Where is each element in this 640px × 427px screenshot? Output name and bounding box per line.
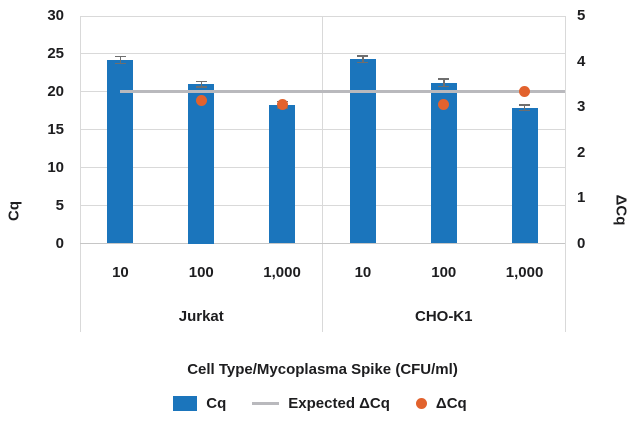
x-axis-tick-label: 100 — [188, 264, 214, 281]
error-bar-stem — [362, 56, 364, 62]
legend-label-delta-cq: ΔCq — [435, 395, 467, 412]
bar-cq — [269, 104, 296, 244]
error-bar-cap — [438, 78, 450, 80]
error-bar-cap — [114, 62, 126, 65]
y-axis-left-tick-label: 0 — [55, 234, 64, 252]
bar-cq — [107, 59, 134, 244]
x-axis-group-label: CHO-K1 — [414, 308, 473, 325]
error-bar-cap — [357, 55, 369, 57]
x-axis-tick-label: 100 — [431, 264, 457, 281]
y-axis-left-tick-label: 20 — [47, 82, 64, 100]
y-axis-right-tick-label: 5 — [577, 7, 586, 24]
legend-label-expected-delta-cq: Expected ΔCq — [288, 395, 390, 412]
x-axis-line — [80, 242, 565, 245]
legend-label-cq: Cq — [206, 395, 227, 412]
delta-cq-marker — [438, 99, 450, 111]
delta-cq-marker — [276, 99, 288, 111]
expected-delta-cq-line-swatch — [252, 402, 280, 405]
y-axis-left-tick-label: 25 — [47, 44, 64, 62]
y-axis-right-tick-label: 4 — [577, 52, 586, 70]
error-bar-stem — [443, 79, 445, 86]
delta-cq-dot-swatch — [415, 398, 427, 409]
category-separator — [322, 16, 323, 332]
delta-cq-marker — [195, 94, 207, 106]
legend: Cq Expected ΔCq ΔCq — [0, 395, 640, 412]
y-axis-right-tick-label: 1 — [577, 189, 586, 206]
x-axis-tick-label: 10 — [354, 264, 372, 281]
category-separator — [79, 16, 81, 332]
bar-cq — [511, 107, 538, 244]
legend-item-expected-delta-cq: Expected ΔCq — [252, 395, 390, 412]
legend-item-cq: Cq — [173, 395, 226, 412]
error-bar-cap — [195, 80, 207, 83]
left-axis-title: Cq — [5, 201, 23, 221]
y-axis-left-tick-label: 15 — [47, 120, 64, 138]
y-axis-right-tick-label: 3 — [577, 98, 586, 115]
x-axis-tick-label: 1,000 — [263, 264, 301, 281]
right-axis-title: ΔCq — [612, 194, 630, 226]
y-axis-left-tick-label: 30 — [47, 7, 64, 24]
delta-cq-marker — [519, 85, 531, 97]
error-bar-stem — [523, 105, 526, 110]
bar-cq — [188, 84, 215, 244]
x-axis-title: Cell Type/Mycoplasma Spike (CFU/ml) — [187, 361, 458, 378]
y-axis-right-tick-label: 0 — [577, 234, 586, 252]
error-bar-cap — [519, 104, 531, 106]
y-axis-right-tick-label: 2 — [577, 143, 586, 161]
error-bar-stem — [200, 82, 202, 87]
x-axis-group-label: Jurkat — [178, 308, 224, 325]
error-bar-cap — [519, 109, 531, 112]
y-axis-left-tick-label: 5 — [55, 196, 64, 214]
error-bar-cap — [114, 55, 126, 58]
bar-cq — [349, 59, 376, 244]
cq-bar-swatch — [173, 396, 198, 411]
error-bar-cap — [438, 85, 450, 88]
y-axis-left-tick-label: 10 — [47, 158, 64, 176]
category-separator — [564, 16, 566, 332]
legend-item-delta-cq: ΔCq — [415, 395, 467, 412]
expected-delta-cq-line — [120, 90, 565, 94]
error-bar-cap — [195, 86, 207, 88]
error-bar-stem — [119, 57, 122, 63]
x-axis-tick-label: 1,000 — [505, 264, 544, 281]
error-bar-cap — [357, 61, 369, 64]
x-axis-tick-label: 10 — [112, 264, 129, 281]
